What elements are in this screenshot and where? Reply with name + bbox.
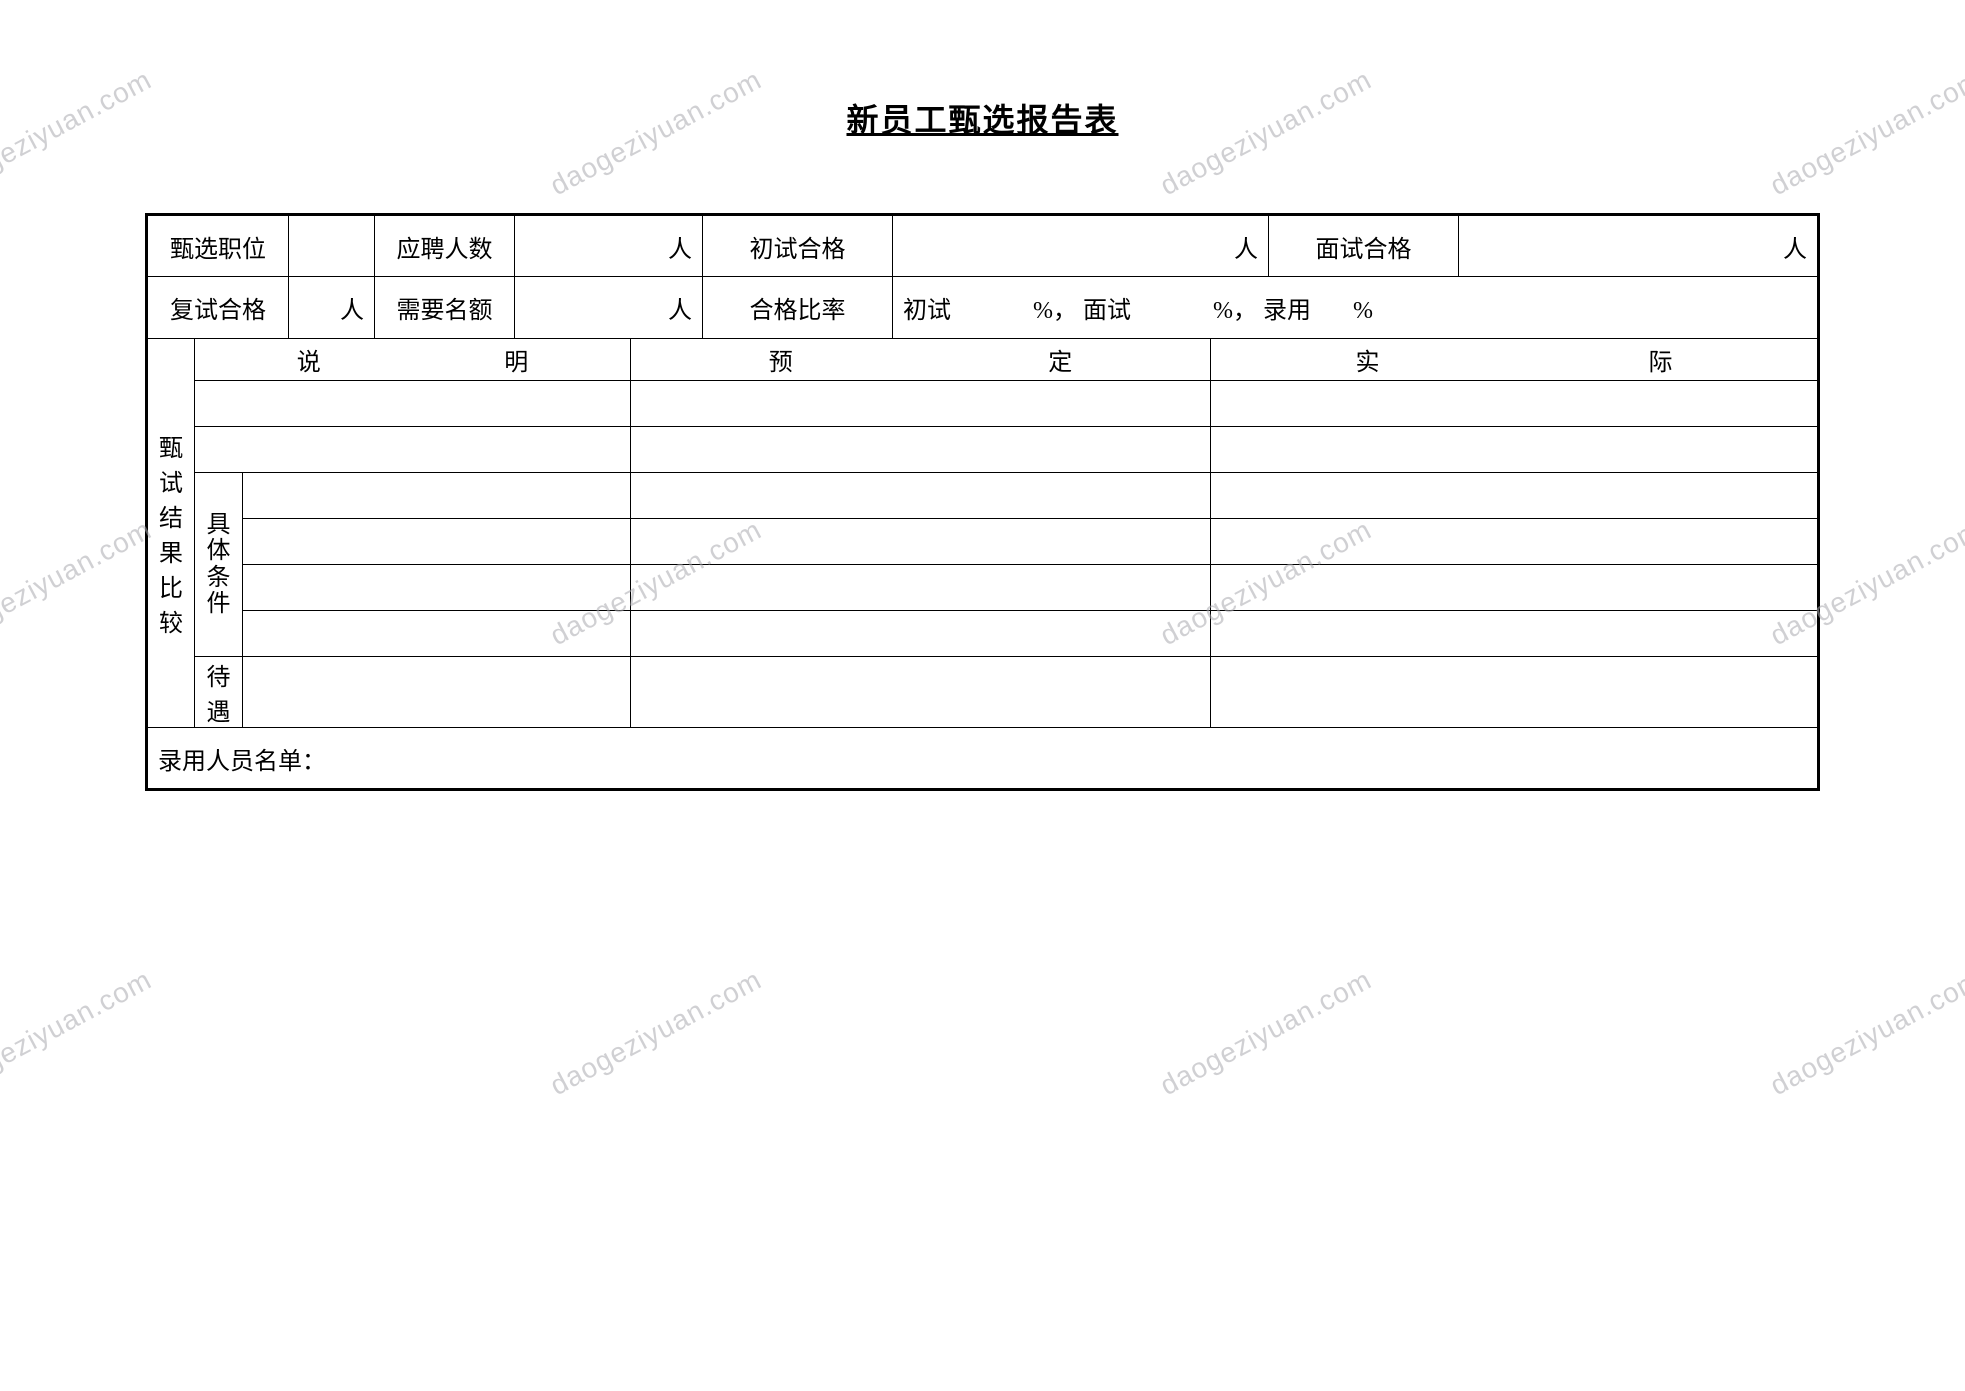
label-namelist: 录用人员名单： (147, 728, 1819, 790)
watermark: daogeziyuan.com (1765, 964, 1965, 1102)
header-planned: 预定 (631, 339, 1211, 381)
actual-row-2 (1211, 427, 1819, 473)
cond-planned-3 (631, 565, 1211, 611)
value-applicants-unit: 人 (515, 215, 703, 277)
watermark: daogeziyuan.com (545, 964, 767, 1102)
desc-row-2 (195, 427, 631, 473)
cond-desc-3 (243, 565, 631, 611)
cond-actual-4 (1211, 611, 1819, 657)
planned-row-1 (631, 381, 1211, 427)
side-label: 甄 试 结 果 比 较 (147, 339, 195, 728)
actual-row-1 (1211, 381, 1819, 427)
header-desc: 说明 (195, 339, 631, 381)
label-position: 甄选职位 (147, 215, 289, 277)
cond-planned-1 (631, 473, 1211, 519)
cond-desc-4 (243, 611, 631, 657)
label-quota: 需要名额 (375, 277, 515, 339)
cond-desc-2 (243, 519, 631, 565)
watermark: daogeziyuan.com (1155, 964, 1377, 1102)
cond-actual-2 (1211, 519, 1819, 565)
selection-report-table: 甄选职位 应聘人数 人 初试合格 人 面试合格 人 复试合格 人 需要名额 人 … (145, 213, 1820, 791)
cond-desc-1 (243, 473, 631, 519)
value-position (289, 215, 375, 277)
page-title: 新员工甄选报告表 (145, 95, 1820, 141)
value-interview-unit: 人 (1459, 215, 1819, 277)
watermark: daogeziyuan.com (0, 964, 157, 1102)
label-pass-rate: 合格比率 (703, 277, 893, 339)
label-retest-pass: 复试合格 (147, 277, 289, 339)
cond-planned-4 (631, 611, 1211, 657)
value-quota-unit: 人 (515, 277, 703, 339)
cond-actual-1 (1211, 473, 1819, 519)
cond-planned-2 (631, 519, 1211, 565)
label-interview-pass: 面试合格 (1269, 215, 1459, 277)
document-page: 新员工甄选报告表 甄选职位 应聘人数 人 初试合格 人 面试合格 (0, 0, 1965, 791)
label-prelim-pass: 初试合格 (703, 215, 893, 277)
treat-planned (631, 657, 1211, 728)
label-treatment: 待遇 (195, 657, 243, 728)
cond-actual-3 (1211, 565, 1819, 611)
value-prelim-unit: 人 (893, 215, 1269, 277)
header-actual: 实际 (1211, 339, 1819, 381)
value-retest-unit: 人 (289, 277, 375, 339)
treat-desc (243, 657, 631, 728)
label-applicants: 应聘人数 (375, 215, 515, 277)
treat-actual (1211, 657, 1819, 728)
label-conditions: 具 体 条 件 (195, 473, 243, 657)
desc-row-1 (195, 381, 631, 427)
value-pass-rate: 初试 %， 面试 %， 录用 % (893, 277, 1819, 339)
planned-row-2 (631, 427, 1211, 473)
